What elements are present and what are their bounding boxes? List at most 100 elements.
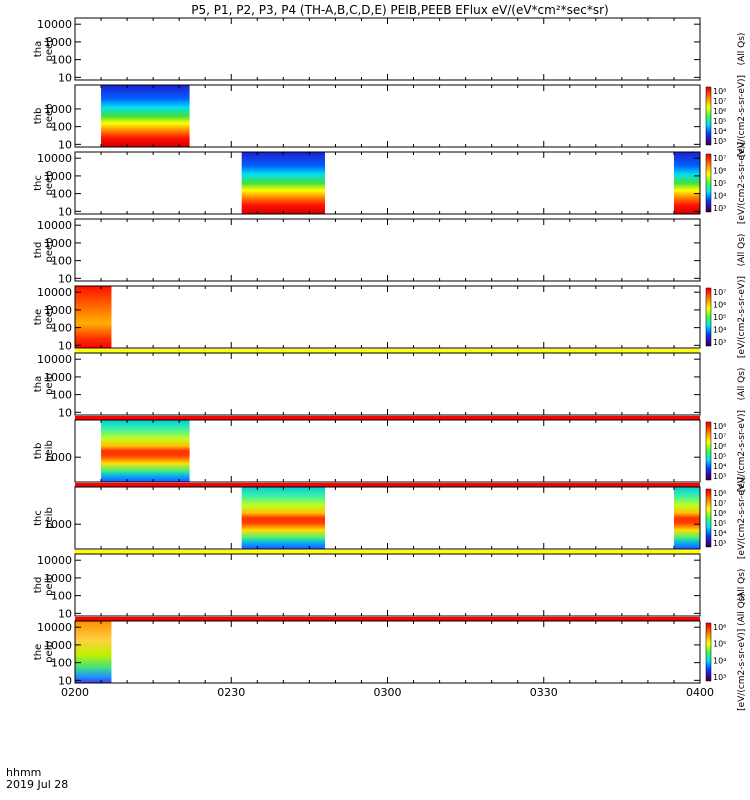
y-axis-label-thb-peeb: thbpeeb	[33, 104, 55, 129]
colorbar-tick-label: 10³	[713, 673, 726, 682]
y-tick-label: 1000	[44, 451, 72, 464]
colorbar-tick-label: 10³	[713, 472, 726, 481]
panel-thd-peib: 10 100 1000 10000 thdpeib (All Qs)	[33, 550, 747, 620]
panel-tha-peib: 10 100 1000 10000 thapeib (All Qs)	[33, 349, 747, 419]
segment-thb-peeb-0	[101, 85, 190, 147]
panel-thd-peeb: 10 100 1000 10000 thdpeeb (All Qs)	[33, 218, 747, 285]
side-label-thd-peib: (All Qs)	[737, 569, 747, 602]
panel-tha-peeb: 10 100 1000 10000 thapeeb (All Qs)	[33, 17, 747, 84]
x-tick-label: 0400	[686, 686, 714, 699]
y-tick-label: 1000	[44, 36, 72, 49]
colorbar-tick-label: 10⁴	[713, 326, 726, 335]
colorbar-tick-label: 10⁵	[713, 640, 726, 649]
y-axis-label-thb-peib: thbpeib	[33, 440, 55, 462]
y-tick-label: 10	[58, 205, 72, 218]
segment-thc-peib-1	[673, 487, 700, 549]
segment-thc-peib-0	[241, 487, 325, 549]
y-tick-label: 1000	[44, 572, 72, 585]
y-tick-label: 10	[58, 272, 72, 285]
y-tick-label: 10000	[37, 554, 72, 567]
chart-title: P5, P1, P2, P3, P4 (TH-A,B,C,D,E) PEIB,P…	[191, 3, 608, 17]
panel-thc-peeb: 10 100 1000 10000 thcpeeb 10⁷ 10⁶ 10⁵ 10⁴ 10³ [eV/…	[33, 142, 747, 224]
flag-bar-thd-peib	[75, 550, 700, 554]
colorbar-tick-label: 10⁵	[713, 519, 726, 528]
colorbar-tick-label: 10⁶	[713, 301, 726, 310]
y-axis-label-the-peib: thepeib	[33, 641, 55, 663]
y-tick-label: 100	[51, 389, 72, 402]
colorbar-tick-label: 10⁷	[713, 154, 726, 163]
y-tick-label: 10000	[37, 152, 72, 165]
colorbar-tick-label: 10⁵	[713, 179, 726, 188]
y-tick-label: 100	[51, 54, 72, 67]
panel-frame-the-peib	[74, 620, 701, 684]
y-tick-label: 10	[58, 71, 72, 84]
colorbar-tick-label: 10⁷	[713, 97, 726, 106]
colorbar-tick-label: 10³	[713, 338, 726, 347]
y-axis-label-thc-peeb: thcpeeb	[33, 171, 55, 196]
side-label-thd-peeb: (All Qs)	[737, 234, 747, 267]
colorbar-tick-label: 10⁵	[713, 313, 726, 322]
x-tick-label: 0300	[374, 686, 402, 699]
side-label-the-peib: [eV/(cm2-s-sr-eV)] (All Qs)	[737, 593, 747, 711]
colorbar-tick-label: 10⁶	[713, 107, 726, 116]
colorbar-thb-peeb	[705, 86, 712, 146]
colorbar-tick-label: 10⁶	[713, 509, 726, 518]
side-label-thb-peeb: [eV/(cm2-s-sr-eV)]	[737, 75, 747, 157]
colorbar-tick-label: 10⁵	[713, 452, 726, 461]
side-label-tha-peib: (All Qs)	[737, 368, 747, 401]
colorbar-tick-label: 10³	[713, 137, 726, 146]
y-tick-label: 1000	[44, 304, 72, 317]
panel-frame-thd-peeb	[74, 218, 701, 282]
colorbar-tick-label: 10⁷	[713, 288, 726, 297]
y-tick-label: 1000	[44, 371, 72, 384]
panel-frame-thc-peeb	[74, 151, 701, 215]
side-label-thb-peib: [eV/(cm2-s-sr-eV)]	[737, 410, 747, 492]
colorbar-tick-label: 10⁴	[713, 462, 726, 471]
y-tick-label: 1000	[44, 237, 72, 250]
y-tick-label: 10000	[37, 621, 72, 634]
y-tick-label: 10000	[37, 219, 72, 232]
flag-bar-tha-peib	[75, 349, 700, 353]
segment-the-peib-0	[75, 621, 112, 683]
colorbar-tick-label: 10⁷	[713, 499, 726, 508]
colorbar-tick-label: 10⁸	[713, 87, 726, 96]
y-tick-label: 1000	[44, 639, 72, 652]
colorbar-tick-label: 10⁶	[713, 167, 726, 176]
y-tick-label: 10000	[37, 18, 72, 31]
y-tick-label: 100	[51, 255, 72, 268]
panel-the-peib: 10 100 1000 10000 thepeib 10⁶ 10⁵ 10⁴ 10³ [eV/(cm…	[33, 593, 747, 711]
y-axis-label-tha-peeb: thapeeb	[33, 37, 55, 62]
side-label-thc-peeb: [eV/(cm2-s-sr-eV)]	[737, 142, 747, 224]
y-axis-label-thd-peeb: thdpeeb	[33, 238, 55, 263]
segment-thc-peeb-0	[241, 152, 325, 214]
flag-bar-the-peib	[75, 617, 700, 621]
colorbar-tick-label: 10⁶	[713, 442, 726, 451]
side-label-thc-peib: [eV/(cm2-s-sr-eV)]	[737, 477, 747, 559]
segment-thb-peib-0	[101, 420, 190, 482]
y-tick-label: 1000	[44, 170, 72, 183]
colorbar-tick-label: 10⁶	[713, 623, 726, 632]
colorbar-the-peib	[705, 622, 712, 682]
colorbar-tick-label: 10⁷	[713, 432, 726, 441]
x-tick-label: 0330	[530, 686, 558, 699]
y-tick-label: 10	[58, 406, 72, 419]
colorbar-tick-label: 10⁸	[713, 422, 726, 431]
y-tick-label: 1000	[44, 518, 72, 531]
colorbar-tick-label: 10⁵	[713, 117, 726, 126]
colorbar-tick-label: 10³	[713, 204, 726, 213]
x-axis-label-date: 2019 Jul 28	[6, 778, 68, 791]
y-tick-label: 100	[51, 590, 72, 603]
y-tick-label: 100	[51, 322, 72, 335]
side-label-tha-peeb: (All Qs)	[737, 33, 747, 66]
y-tick-label: 10000	[37, 286, 72, 299]
colorbar-the-peeb	[705, 287, 712, 347]
y-tick-label: 100	[51, 188, 72, 201]
y-tick-label: 10	[58, 674, 72, 687]
flag-bar-thc-peib	[75, 483, 700, 487]
y-tick-label: 10	[58, 339, 72, 352]
colorbar-thc-peib	[705, 488, 712, 548]
flag-bar-thb-peib	[75, 416, 700, 420]
y-axis-label-thc-peib: thcpeib	[33, 507, 55, 529]
